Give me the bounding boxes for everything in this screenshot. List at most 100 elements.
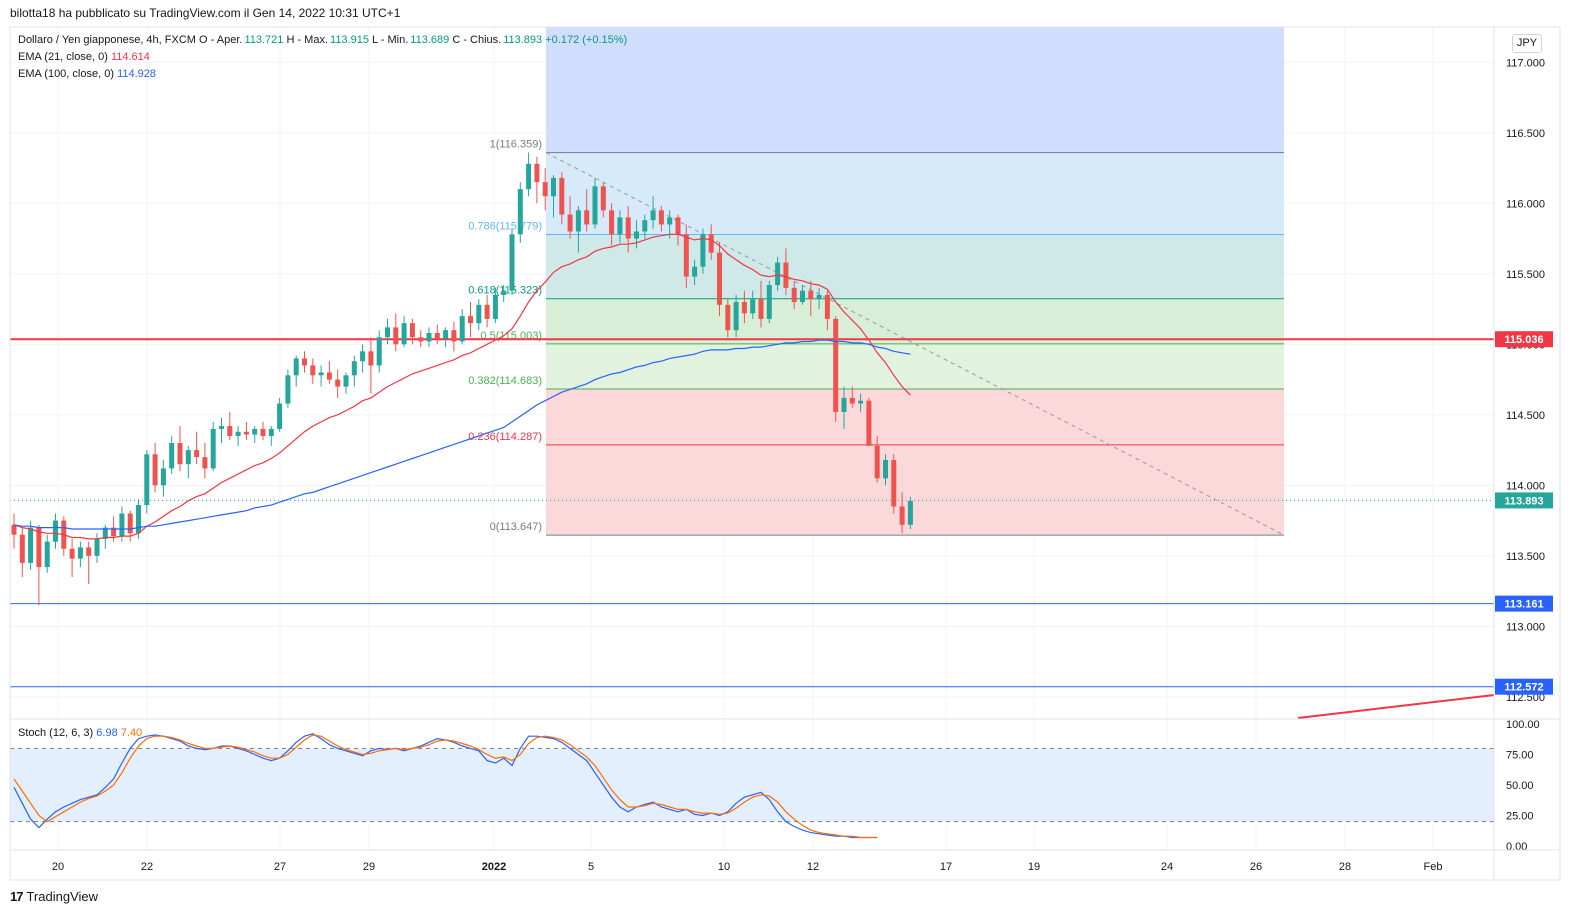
candle-body[interactable] — [526, 163, 532, 190]
candle-body[interactable] — [86, 547, 92, 556]
candle-body[interactable] — [551, 177, 556, 197]
candle-body[interactable] — [102, 527, 108, 539]
candle-body[interactable] — [575, 210, 581, 232]
candle-body[interactable] — [185, 450, 191, 465]
symbol-label[interactable]: Dollaro / Yen giapponese, 4h, FXCM — [18, 34, 196, 46]
drawn-trend-line[interactable] — [1297, 694, 1495, 719]
candle-body[interactable] — [617, 217, 623, 235]
candle-body[interactable] — [69, 548, 75, 559]
candle-body[interactable] — [808, 290, 814, 300]
candle-body[interactable] — [858, 400, 864, 404]
candle-body[interactable] — [534, 163, 540, 183]
candle-body[interactable] — [260, 428, 266, 436]
candle-body[interactable] — [517, 189, 523, 235]
candle-body[interactable] — [725, 304, 731, 331]
candle-body[interactable] — [44, 541, 50, 568]
candle-body[interactable] — [625, 217, 631, 239]
candle-body[interactable] — [194, 450, 200, 458]
candle-body[interactable] — [907, 500, 913, 525]
candle-body[interactable] — [285, 375, 291, 404]
candle-body[interactable] — [459, 316, 465, 342]
candle-body[interactable] — [609, 210, 615, 235]
candle-body[interactable] — [243, 431, 249, 435]
ema100-legend[interactable]: EMA (100, close, 0) 114.928 — [18, 68, 156, 80]
candle-body[interactable] — [766, 285, 772, 319]
candle-body[interactable] — [160, 468, 166, 486]
candle-body[interactable] — [210, 428, 216, 469]
candle-body[interactable] — [567, 214, 573, 232]
candle-body[interactable] — [393, 327, 399, 345]
candle-body[interactable] — [849, 397, 855, 404]
candle-body[interactable] — [77, 547, 83, 559]
candle-body[interactable] — [252, 428, 258, 435]
candle-body[interactable] — [750, 299, 756, 314]
candle-body[interactable] — [841, 397, 847, 412]
tradingview-brand[interactable]: 17 TradingView — [10, 889, 98, 904]
candle-body[interactable] — [11, 524, 17, 535]
candle-body[interactable] — [36, 527, 42, 568]
candle-body[interactable] — [816, 294, 822, 300]
candle-body[interactable] — [800, 290, 805, 302]
candle-body[interactable] — [642, 220, 648, 232]
candle-body[interactable] — [492, 294, 498, 319]
candle-body[interactable] — [376, 337, 382, 366]
candle-body[interactable] — [675, 217, 681, 235]
candle-body[interactable] — [683, 234, 689, 277]
candle-body[interactable] — [136, 505, 141, 534]
candle-body[interactable] — [833, 318, 839, 412]
candle-body[interactable] — [351, 361, 357, 376]
candle-body[interactable] — [343, 375, 349, 387]
candle-body[interactable] — [177, 443, 183, 465]
candle-body[interactable] — [717, 252, 722, 305]
candle-body[interactable] — [476, 304, 482, 324]
candle-body[interactable] — [401, 323, 407, 345]
candle-body[interactable] — [650, 210, 656, 221]
candle-body[interactable] — [733, 301, 739, 331]
candle-body[interactable] — [19, 534, 25, 563]
candle-body[interactable] — [111, 527, 117, 537]
candle-body[interactable] — [202, 457, 208, 469]
candle-body[interactable] — [592, 186, 598, 225]
candle-body[interactable] — [874, 445, 880, 479]
candle-body[interactable] — [542, 182, 548, 197]
candle-body[interactable] — [791, 287, 797, 302]
candle-body[interactable] — [426, 333, 432, 342]
candle-body[interactable] — [600, 186, 606, 211]
candle-body[interactable] — [169, 443, 175, 469]
candle-body[interactable] — [360, 351, 366, 362]
fib-trend-line[interactable] — [545, 152, 1285, 536]
candle-body[interactable] — [94, 538, 100, 556]
candle-body[interactable] — [484, 304, 490, 319]
candle-body[interactable] — [783, 262, 789, 288]
candle-body[interactable] — [559, 177, 565, 215]
candle-body[interactable] — [434, 333, 440, 339]
candle-body[interactable] — [144, 454, 150, 506]
candle-body[interactable] — [824, 294, 830, 319]
candle-body[interactable] — [584, 210, 590, 225]
candle-body[interactable] — [501, 290, 507, 295]
candle-body[interactable] — [293, 358, 299, 376]
candle-body[interactable] — [409, 323, 415, 338]
candle-body[interactable] — [692, 266, 698, 277]
candle-body[interactable] — [227, 426, 233, 436]
candle-body[interactable] — [219, 426, 224, 429]
fib-extension-zone[interactable] — [546, 27, 1284, 153]
candle-body[interactable] — [119, 513, 125, 537]
candle-body[interactable] — [468, 316, 473, 324]
candle-body[interactable] — [318, 372, 324, 376]
candle-body[interactable] — [451, 330, 457, 342]
candle-body[interactable] — [418, 337, 424, 342]
candle-body[interactable] — [667, 217, 673, 225]
candle-body[interactable] — [634, 231, 639, 239]
candle-body[interactable] — [235, 431, 241, 436]
candle-body[interactable] — [302, 358, 307, 366]
candle-body[interactable] — [899, 506, 905, 525]
stoch-legend[interactable]: Stoch (12, 6, 3) 6.98 7.40 — [18, 727, 142, 739]
candle-body[interactable] — [152, 454, 158, 486]
currency-button[interactable]: JPY — [1512, 34, 1542, 53]
candle-body[interactable] — [335, 379, 341, 387]
candle-body[interactable] — [708, 234, 714, 253]
candle-body[interactable] — [368, 351, 374, 366]
candle-body[interactable] — [883, 459, 888, 479]
